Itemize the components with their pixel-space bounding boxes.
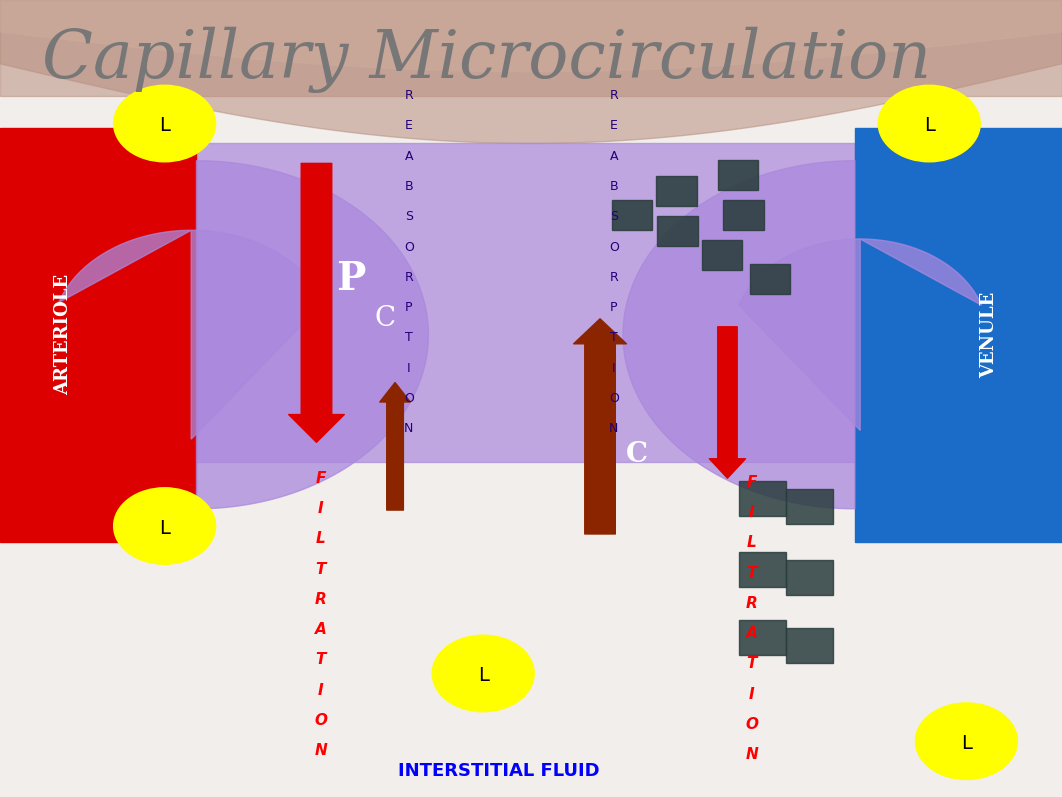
Text: A: A (314, 622, 327, 637)
Text: INTERSTITIAL FLUID: INTERSTITIAL FLUID (398, 763, 600, 780)
Bar (0, 128, 196, 542)
Bar (855, 128, 1062, 542)
Text: R: R (405, 271, 413, 284)
Text: A: A (746, 626, 758, 641)
Circle shape (114, 488, 216, 564)
Circle shape (432, 635, 534, 712)
Text: R: R (610, 271, 618, 284)
Text: L: L (924, 116, 935, 135)
Text: C: C (375, 305, 396, 332)
Text: O: O (314, 713, 327, 728)
Text: B: B (405, 180, 413, 193)
Text: N: N (746, 748, 758, 762)
Text: T: T (610, 332, 618, 344)
Text: R: R (405, 89, 413, 102)
Text: VENULE: VENULE (980, 292, 998, 378)
Text: L: L (159, 519, 170, 538)
Circle shape (114, 85, 216, 162)
Text: T: T (315, 562, 326, 576)
Text: R: R (746, 596, 758, 611)
Text: I: I (749, 687, 755, 701)
Text: I: I (318, 683, 324, 697)
Bar (786, 628, 833, 663)
Polygon shape (196, 161, 428, 508)
Text: P: P (336, 260, 365, 298)
Text: N: N (610, 422, 618, 435)
Text: L: L (478, 666, 489, 685)
Text: L: L (961, 734, 972, 753)
Text: I: I (407, 362, 411, 375)
Bar (723, 200, 764, 230)
Bar (657, 216, 698, 246)
Text: S: S (405, 210, 413, 223)
Circle shape (915, 703, 1017, 779)
Text: L: L (159, 116, 170, 135)
Text: E: E (610, 120, 618, 132)
Text: I: I (749, 505, 755, 520)
Text: N: N (314, 744, 327, 758)
Text: B: B (610, 180, 618, 193)
Text: S: S (610, 210, 618, 223)
Text: F: F (315, 471, 326, 485)
Text: C: C (627, 441, 648, 468)
Circle shape (878, 85, 980, 162)
Text: N: N (405, 422, 413, 435)
Text: O: O (404, 241, 414, 253)
Text: F: F (747, 475, 757, 489)
Text: O: O (609, 241, 619, 253)
Text: T: T (747, 566, 757, 580)
Text: L: L (315, 532, 326, 546)
Text: T: T (315, 653, 326, 667)
Text: L: L (747, 536, 757, 550)
Text: O: O (746, 717, 758, 732)
Bar (786, 560, 833, 595)
Bar (718, 160, 758, 190)
Bar (739, 552, 786, 587)
Bar (191, 143, 855, 462)
Bar (612, 200, 652, 230)
Polygon shape (58, 230, 324, 439)
Text: T: T (405, 332, 413, 344)
Text: R: R (610, 89, 618, 102)
Bar (702, 240, 742, 270)
Text: T: T (747, 657, 757, 671)
Polygon shape (739, 239, 981, 430)
Text: A: A (610, 150, 618, 163)
Bar (656, 176, 697, 206)
Bar (739, 620, 786, 655)
Text: R: R (314, 592, 327, 607)
Polygon shape (623, 161, 855, 508)
Bar (786, 489, 833, 524)
Text: Capillary Microcirculation: Capillary Microcirculation (42, 26, 931, 93)
Bar (750, 264, 790, 294)
Text: O: O (404, 392, 414, 405)
Text: E: E (405, 120, 413, 132)
Text: ARTERIOLE: ARTERIOLE (54, 274, 72, 395)
Text: A: A (405, 150, 413, 163)
Text: O: O (609, 392, 619, 405)
Text: P: P (405, 301, 413, 314)
Text: P: P (610, 301, 618, 314)
Text: I: I (318, 501, 324, 516)
Bar (739, 481, 786, 516)
Text: I: I (612, 362, 616, 375)
Bar (0, 0, 1062, 96)
